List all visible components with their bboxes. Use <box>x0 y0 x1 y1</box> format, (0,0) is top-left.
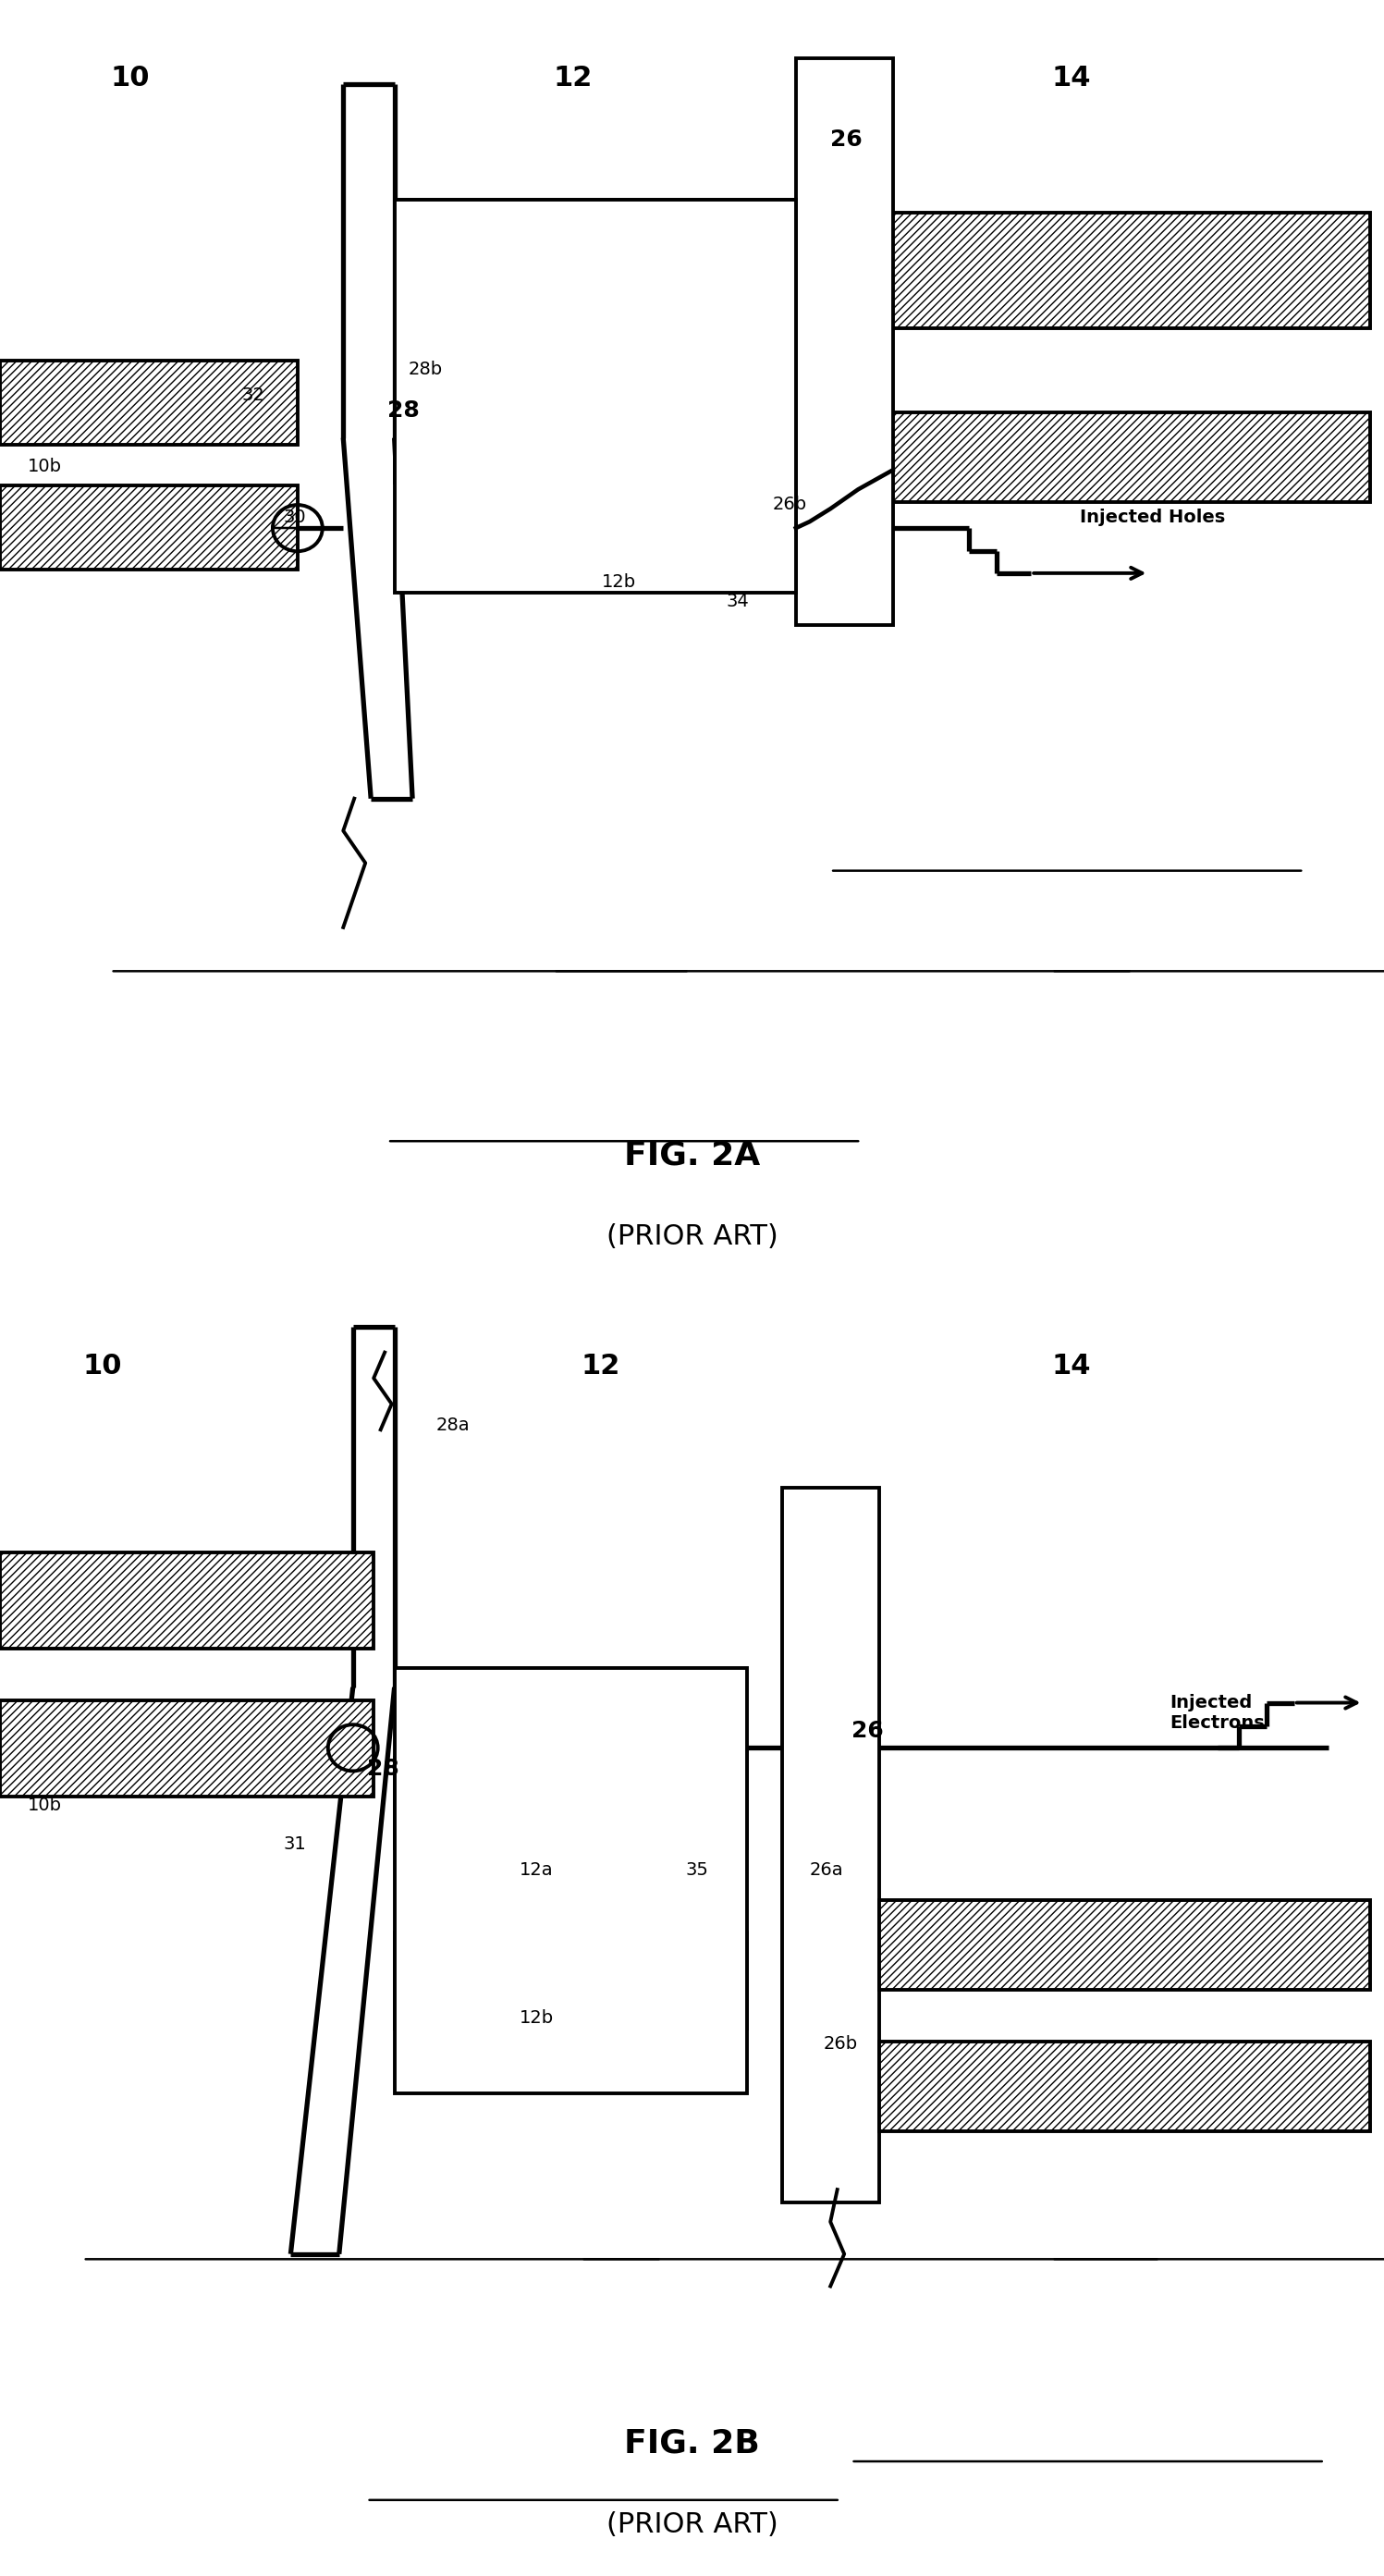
Text: 12: 12 <box>581 1352 620 1378</box>
Text: 28: 28 <box>388 399 419 422</box>
Text: 31: 31 <box>284 1834 307 1852</box>
Bar <box>0 1700 374 1798</box>
Bar <box>0 484 298 569</box>
Text: 10: 10 <box>83 1352 122 1378</box>
Bar <box>0 361 298 443</box>
Text: 26: 26 <box>851 1721 883 1741</box>
Text: 12a: 12a <box>519 1860 552 1878</box>
Text: 28b: 28b <box>408 361 443 379</box>
Bar <box>394 198 796 592</box>
Bar <box>394 386 734 484</box>
Text: 32: 32 <box>242 386 266 404</box>
Text: 34: 34 <box>727 592 750 611</box>
Text: 28: 28 <box>367 1757 399 1780</box>
Text: 12: 12 <box>554 64 592 90</box>
Bar <box>879 2040 1370 2133</box>
Bar <box>394 1669 747 2092</box>
Text: Injected
Electrons: Injected Electrons <box>1169 1695 1265 1731</box>
Text: 10b: 10b <box>28 1798 62 1814</box>
Text: 26: 26 <box>830 129 862 152</box>
Bar <box>0 1551 374 1649</box>
Text: 28a: 28a <box>436 1417 469 1435</box>
Text: 14: 14 <box>1052 64 1091 90</box>
Bar <box>394 198 796 301</box>
Bar <box>837 412 1370 502</box>
Bar <box>394 1932 747 2030</box>
Text: FIG. 2A: FIG. 2A <box>624 1139 760 1172</box>
Bar <box>394 1757 747 1850</box>
Text: 30: 30 <box>284 510 306 526</box>
Bar <box>837 214 1370 330</box>
Bar <box>879 1901 1370 1989</box>
Text: 10: 10 <box>111 64 149 90</box>
Text: 12b: 12b <box>519 2009 554 2027</box>
Text: 35: 35 <box>685 1860 709 1878</box>
Text: 26b: 26b <box>772 497 807 513</box>
Text: Injected Holes: Injected Holes <box>1080 510 1225 526</box>
Text: 12b: 12b <box>602 572 637 590</box>
Text: FIG. 2B: FIG. 2B <box>624 2427 760 2460</box>
Text: 26b: 26b <box>823 2035 858 2053</box>
Text: 14: 14 <box>1052 1352 1091 1378</box>
Text: 10b: 10b <box>28 456 62 474</box>
Text: (PRIOR ART): (PRIOR ART) <box>606 1224 778 1249</box>
Text: (PRIOR ART): (PRIOR ART) <box>606 2512 778 2537</box>
Bar <box>796 57 893 623</box>
Bar <box>782 1489 879 2202</box>
Text: 26a: 26a <box>810 1860 843 1878</box>
